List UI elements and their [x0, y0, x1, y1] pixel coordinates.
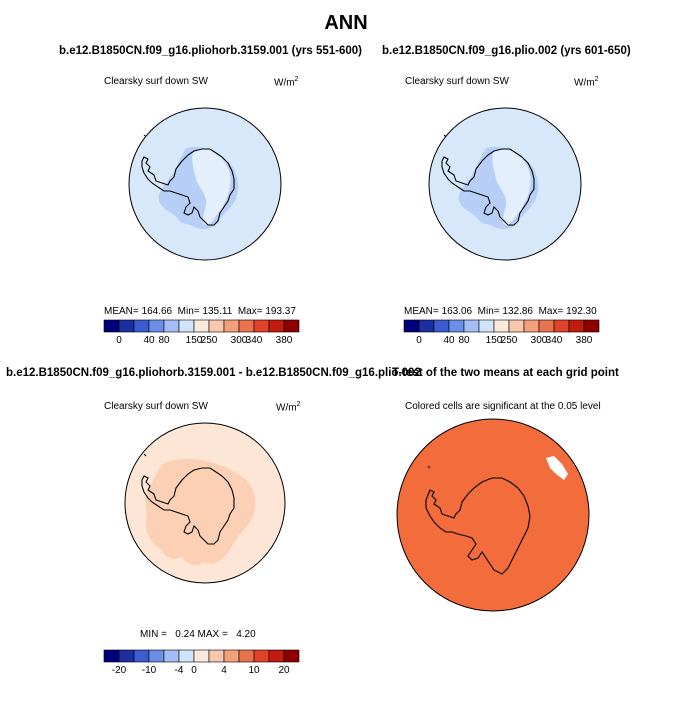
- colorbar-box: [433, 319, 450, 333]
- colorbar-box: [163, 649, 180, 663]
- colorbar-box: [118, 319, 135, 333]
- map-land-interior: [192, 149, 231, 225]
- units-label-bottom-left: W/m2: [276, 401, 301, 414]
- colorbar-box: [268, 649, 285, 663]
- colorbar-box: [103, 649, 120, 663]
- colorbar-box: [178, 649, 195, 663]
- map-coastline: [141, 467, 235, 545]
- map-non-significant-patch: [546, 456, 568, 480]
- colorbar-box: [463, 319, 480, 333]
- colorbar-box: [538, 319, 555, 333]
- colorbar-box: [418, 319, 435, 333]
- colorbar-box: [448, 319, 465, 333]
- colorbar-box: [508, 319, 525, 333]
- map-coastline: [141, 148, 235, 226]
- colorbar-tick-label: 380: [276, 335, 293, 346]
- colorbar-tick-label: 340: [246, 335, 263, 346]
- colorbar-box: [283, 649, 300, 663]
- map-coastline: [425, 477, 531, 575]
- colorbar-box: [178, 319, 195, 333]
- colorbar-tick-label: 250: [201, 335, 218, 346]
- colorbar-tick-label: 300: [231, 335, 248, 346]
- colorbar-tick-label: 0: [416, 335, 422, 346]
- colorbar-box: [253, 649, 270, 663]
- map-bottom-left: [124, 422, 286, 584]
- colorbar-box: [523, 319, 540, 333]
- colorbar-tick-label: -4: [175, 665, 184, 676]
- map-top-right: [428, 107, 582, 261]
- colorbar-tick-label: 10: [248, 665, 260, 676]
- panel-title-top-left: b.e12.B1850CN.f09_g16.pliohorb.3159.001 …: [59, 45, 362, 57]
- colorbar-box: [103, 319, 120, 333]
- colorbar-box: [583, 319, 600, 333]
- colorbar-tick-label: 150: [486, 335, 503, 346]
- colorbar-tick-label: 80: [458, 335, 470, 346]
- variable-label-top-right: Clearsky surf down SW: [405, 76, 509, 87]
- variable-label-bottom-left: Clearsky surf down SW: [104, 401, 208, 412]
- map-land-field: [145, 459, 256, 565]
- figure-title: ANN: [324, 12, 368, 34]
- colorbar-tick-label: 4: [221, 665, 227, 676]
- colorbar-tick-label: 40: [443, 335, 455, 346]
- colorbar-box: [118, 649, 135, 663]
- colorbar-box: [493, 319, 510, 333]
- colorbar-box: [223, 319, 240, 333]
- colorbar-tick-label: 300: [531, 335, 548, 346]
- colorbar-tick-label: 0: [191, 665, 197, 676]
- colorbar-box: [193, 319, 210, 333]
- colorbar-tick-label: 40: [143, 335, 155, 346]
- stats-top-left: MEAN= 164.66 Min= 135.11 Max= 193.37: [104, 306, 296, 317]
- map-significant-cells: [396, 418, 590, 612]
- colorbar-tick-label: 80: [158, 335, 170, 346]
- panel-title-bottom-left: b.e12.B1850CN.f09_g16.pliohorb.3159.001 …: [6, 367, 421, 379]
- colorbar-tick-label: 340: [546, 335, 563, 346]
- colorbar-box: [403, 319, 420, 333]
- colorbar-box: [208, 319, 225, 333]
- colorbar-box: [553, 319, 570, 333]
- stats-top-right: MEAN= 163.06 Min= 132.86 Max= 192.30: [404, 306, 597, 317]
- colorbar-tick-label: 150: [186, 335, 203, 346]
- colorbar-box: [133, 319, 150, 333]
- colorbar-box: [268, 319, 285, 333]
- colorbar-box: [568, 319, 585, 333]
- colorbar-box: [223, 649, 240, 663]
- stats-bottom-left: MIN = 0.24 MAX = 4.20: [140, 629, 256, 640]
- colorbar-box: [193, 649, 210, 663]
- colorbar-box: [148, 319, 165, 333]
- panel-title-top-right: b.e12.B1850CN.f09_g16.plio.002 (yrs 601-…: [382, 45, 631, 57]
- map-bottom-right: [396, 418, 590, 612]
- units-label-top-left: W/m2: [274, 76, 299, 89]
- map-coastline: [441, 148, 535, 226]
- colorbar-box: [133, 649, 150, 663]
- colorbar-box: [238, 649, 255, 663]
- map-top-left: [128, 107, 282, 261]
- map-land-interior: [492, 149, 531, 225]
- subtitle-bottom-right: Colored cells are significant at the 0.0…: [405, 401, 601, 412]
- colorbar-box: [163, 319, 180, 333]
- colorbar-bottom-left: -20 -10 -4 0 4 10 20: [103, 649, 300, 676]
- colorbar-box: [238, 319, 255, 333]
- panel-title-bottom-right: T-test of the two means at each grid poi…: [392, 367, 619, 379]
- colorbar-box: [283, 319, 300, 333]
- colorbar-box: [478, 319, 495, 333]
- colorbar-tick-label: -10: [142, 665, 157, 676]
- colorbar-tick-label: 20: [278, 665, 290, 676]
- variable-label-top-left: Clearsky surf down SW: [104, 76, 208, 87]
- colorbar-tick-label: 0: [116, 335, 122, 346]
- colorbar-tick-label: -20: [112, 665, 127, 676]
- units-label-top-right: W/m2: [574, 76, 599, 89]
- colorbar-box: [253, 319, 270, 333]
- colorbar-tick-label: 380: [576, 335, 593, 346]
- colorbar-box: [208, 649, 225, 663]
- colorbar-tick-label: 250: [501, 335, 518, 346]
- colorbar-box: [148, 649, 165, 663]
